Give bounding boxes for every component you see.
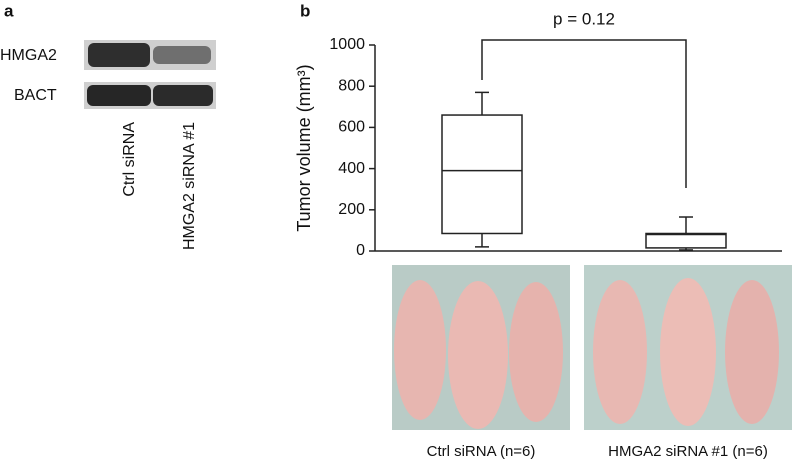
y-tick-label: 400 — [338, 160, 365, 177]
lane-label: HMGA2 siRNA #1 — [181, 122, 198, 250]
band-label: HMGA2 — [0, 47, 57, 64]
photo-caption: Ctrl siRNA (n=6) — [427, 443, 536, 460]
significance-bracket — [481, 39, 687, 188]
box — [441, 114, 523, 235]
y-tick-label: 0 — [356, 242, 365, 259]
box — [645, 232, 727, 249]
panel-label: a — [4, 1, 14, 20]
photo — [584, 265, 792, 430]
y-tick-label: 1000 — [329, 36, 365, 53]
band-label: BACT — [14, 87, 57, 104]
photo — [392, 265, 570, 430]
photo-caption: HMGA2 siRNA #1 (n=6) — [608, 443, 768, 460]
lane-label: Ctrl siRNA — [121, 122, 138, 197]
western-blot — [84, 40, 216, 109]
y-tick-label: 600 — [338, 119, 365, 136]
annotation: p = 0.12 — [553, 9, 615, 28]
y-tick-label: 800 — [338, 77, 365, 94]
y-axis-label: Tumor volume (mm³) — [294, 64, 314, 231]
panel-label: b — [300, 1, 310, 20]
y-tick-label: 200 — [338, 201, 365, 218]
